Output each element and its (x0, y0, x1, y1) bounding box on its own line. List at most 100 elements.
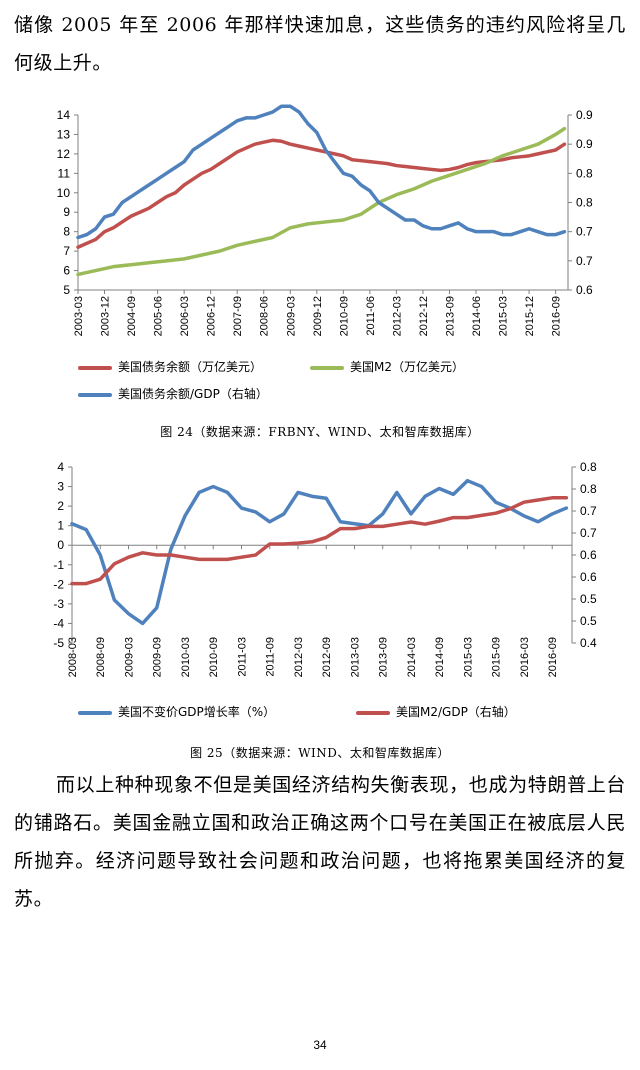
y-right-tick-label: 0.7 (580, 504, 597, 518)
x-tick-label: 2014-06 (471, 296, 483, 336)
x-tick-label: 2006-12 (206, 296, 218, 336)
y-left-tick-label: 8 (63, 225, 70, 239)
x-tick-label: 2016-03 (519, 637, 531, 677)
x-tick-label: 2009-03 (123, 637, 135, 677)
figure-24-caption: 图 24（数据来源：FRBNY、WIND、太和智库数据库） (160, 425, 480, 439)
x-tick-label: 2015-03 (462, 637, 474, 677)
y-left-tick-label: -1 (53, 558, 64, 572)
legend-item-gdp-growth: 美国不变价GDP增长率（%） (78, 703, 275, 720)
figure-25-svg: -5 -4 -3 -2 -1 0 1 2 3 4 0.4 0.5 0.5 0.6 0.6 0.7 0.7 0.8 0… (53, 460, 597, 677)
x-tick-label: 2013-03 (349, 637, 361, 677)
legend-label-m2: 美国M2（万亿美元） (350, 360, 464, 374)
figure-25-legend: 美国不变价GDP增长率（%） 美国M2/GDP（右轴） (0, 455, 640, 738)
x-tick-label: 2003-12 (100, 296, 112, 336)
x-tick-label: 2005-06 (153, 296, 165, 336)
legend-item-m2-gdp: 美国M2/GDP（右轴） (356, 703, 516, 720)
y-right-tick-label: 0.7 (576, 254, 593, 268)
y-right-tick-label: 0.7 (576, 225, 593, 239)
y-right-tick-label: 0.6 (580, 570, 597, 584)
legend-swatch-m2-gdp (356, 710, 390, 715)
x-tick-label: 2009-09 (152, 637, 164, 677)
legend-swatch-debt-gdp (78, 392, 112, 397)
x-tick-label: 2012-09 (321, 637, 333, 677)
legend-swatch-gdp-growth (78, 710, 112, 715)
x-tick-label: 2014-03 (406, 637, 418, 677)
figure-24-svg: 5 6 7 8 9 10 11 12 13 14 0.6 0.7 0.7 0.8 0.8 0.9 0.9 2003… (57, 104, 593, 336)
x-tick-label: 2009-12 (312, 296, 324, 336)
figure-25-caption: 图 25（数据来源：WIND、太和智库数据库） (190, 746, 450, 760)
y-right-tick-label: 0.8 (576, 196, 593, 210)
y-left-tick-label: 3 (57, 480, 64, 494)
y-left-tick-label: 9 (63, 205, 70, 219)
y-left-tick-label: -4 (53, 616, 64, 630)
figure-24-legend: 美国债务余额（万亿美元） 美国M2（万亿美元） 美国债务余额/GDP（右轴） (0, 100, 640, 418)
y-right-tick-label: 0.6 (580, 548, 597, 562)
x-tick-label: 2010-09 (208, 637, 220, 677)
y-right-tick-label: 0.8 (576, 166, 593, 180)
series-line-2 (70, 496, 569, 586)
y-right-tick-label: 0.8 (580, 460, 597, 474)
y-right-tick-label: 0.5 (580, 614, 597, 628)
x-tick-label: 2013-09 (444, 296, 456, 336)
y-left-tick-label: 11 (58, 166, 71, 180)
y-right-tick-label: 0.4 (580, 636, 597, 650)
legend-swatch-debt (78, 365, 112, 370)
series-line-3 (76, 104, 567, 240)
legend-item-debt-gdp: 美国债务余额/GDP（右轴） (78, 385, 268, 402)
legend-item-debt: 美国债务余额（万亿美元） (78, 358, 262, 375)
x-tick-label: 2013-09 (378, 637, 390, 677)
y-right-tick-label: 0.5 (580, 592, 597, 606)
y-left-tick-label: 4 (57, 460, 64, 474)
x-tick-label: 2007-09 (232, 296, 244, 336)
y-left-tick-label: -2 (53, 577, 64, 591)
x-tick-label: 2015-03 (498, 296, 510, 336)
y-left-tick-label: 5 (63, 283, 70, 297)
legend-label-gdp-growth: 美国不变价GDP增长率（%） (118, 705, 276, 719)
y-left-tick-label: 2 (57, 499, 64, 513)
series-line-1 (70, 478, 569, 626)
y-right-tick-label: 0.9 (576, 137, 593, 151)
x-tick-label: 2016-09 (547, 637, 559, 677)
figure-24-chart: 5 6 7 8 9 10 11 12 13 14 0.6 0.7 0.7 0.8 0.8 0.9 0.9 2003… (0, 100, 640, 418)
figure-25-chart: -5 -4 -3 -2 -1 0 1 2 3 4 0.4 0.5 0.5 0.6 0.6 0.7 0.7 0.8 0… (0, 455, 640, 738)
x-tick-label: 2015-12 (524, 296, 536, 336)
legend-label-debt-gdp: 美国债务余额/GDP（右轴） (118, 387, 268, 401)
x-tick-label: 2009-03 (285, 296, 297, 336)
x-tick-label: 2008-03 (67, 637, 79, 677)
x-tick-label: 2003-03 (73, 296, 85, 336)
body-paragraph: 而以上种种现象不但是美国经济结构失衡表现，也成为特朗普上台的铺路石。美国金融立国… (14, 774, 626, 910)
legend-item-m2: 美国M2（万亿美元） (310, 358, 464, 375)
y-right-tick-label: 0.8 (580, 482, 597, 496)
x-tick-label: 2008-09 (95, 637, 107, 677)
x-tick-label: 2015-09 (491, 637, 503, 677)
y-left-tick-label: -3 (53, 597, 64, 611)
legend-label-debt: 美国债务余额（万亿美元） (118, 360, 263, 374)
series-line-1 (76, 138, 567, 249)
y-left-tick-label: 14 (57, 108, 71, 122)
x-tick-label: 2014-09 (434, 637, 446, 677)
x-tick-label: 2010-09 (338, 296, 350, 336)
y-left-tick-label: 13 (57, 127, 71, 141)
y-right-tick-label: 0.9 (576, 108, 593, 122)
x-tick-label: 2012-12 (418, 296, 430, 336)
series-line-2 (76, 126, 567, 277)
y-left-tick-label: 12 (57, 147, 71, 161)
page-number: 34 (313, 1038, 327, 1052)
x-tick-label: 2012-03 (293, 637, 305, 677)
y-right-tick-label: 0.7 (580, 526, 597, 540)
y-left-tick-label: 6 (63, 264, 70, 278)
x-tick-label: 2004-09 (126, 296, 138, 336)
legend-swatch-m2 (310, 365, 344, 370)
intro-paragraph: 储像 2005 年至 2006 年那样快速加息，这些债务的违约风险将呈几何级上升… (14, 14, 626, 74)
x-tick-label: 2012-03 (391, 296, 403, 336)
x-tick-label: 2011-03 (236, 637, 248, 677)
y-left-tick-label: 0 (57, 538, 64, 552)
y-left-tick-label: 10 (57, 186, 71, 200)
y-left-tick-label: 1 (57, 519, 64, 533)
x-tick-label: 2011-06 (365, 296, 377, 336)
y-right-tick-label: 0.6 (576, 283, 593, 297)
y-left-tick-label: -5 (53, 636, 64, 650)
x-tick-label: 2010-03 (180, 637, 192, 677)
x-tick-label: 2011-09 (265, 637, 277, 677)
legend-label-m2-gdp: 美国M2/GDP（右轴） (396, 705, 516, 719)
